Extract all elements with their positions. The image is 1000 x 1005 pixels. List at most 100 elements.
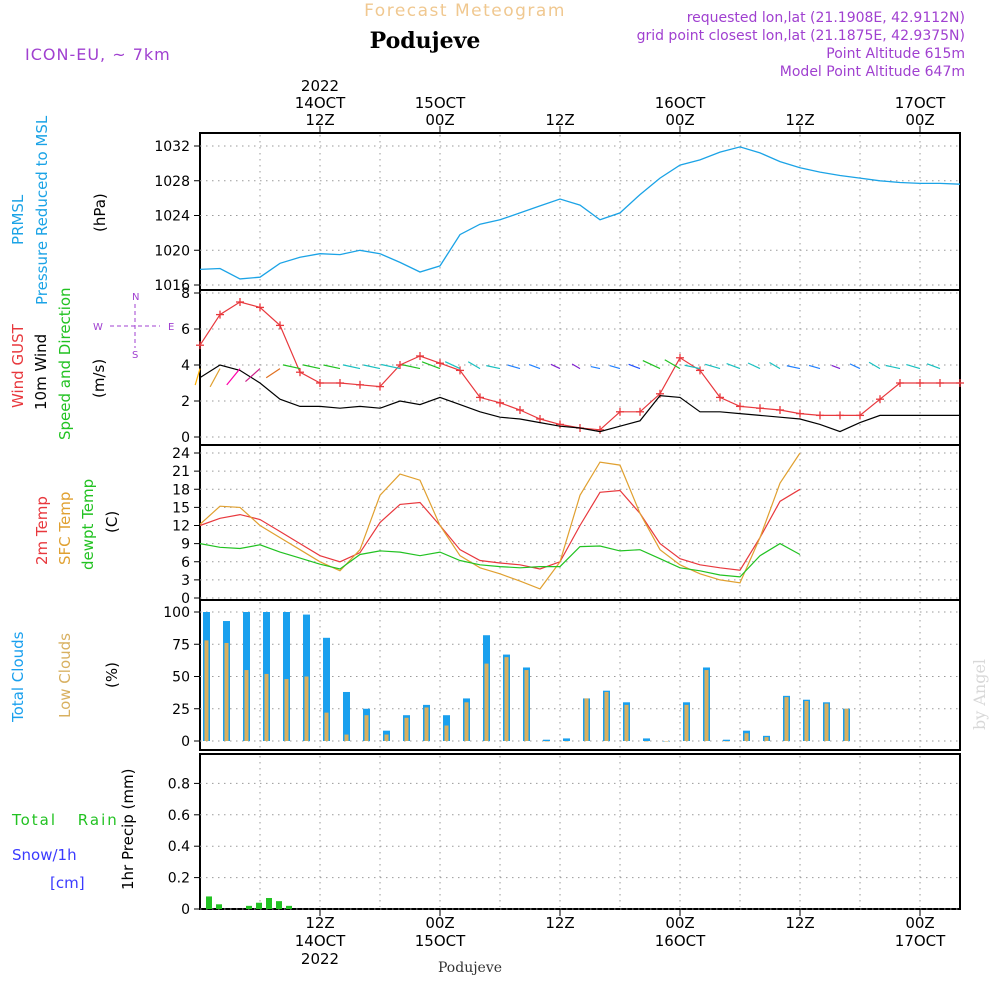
wind-direction-arrow	[421, 361, 441, 370]
gust-marker	[616, 407, 624, 416]
temp-unit: (C)	[103, 511, 121, 533]
gust-marker	[436, 359, 444, 368]
footer-location: Podujeve	[438, 960, 502, 976]
gust-marker	[276, 321, 284, 330]
cloud-labels: Total Clouds Low Clouds (%)	[9, 631, 121, 723]
gust-marker	[476, 393, 484, 402]
ytick-label-wind-0: 0	[181, 430, 190, 446]
requested-coords: requested lon,lat (21.1908E, 42.9112N)	[687, 10, 965, 26]
ytick-label-pressure-1: 1020	[154, 243, 190, 259]
temp-dew-line	[199, 542, 801, 578]
gust-marker	[296, 368, 304, 377]
wind-direction-arrow	[444, 361, 461, 370]
wind-direction-arrow	[747, 362, 761, 370]
wind-10m-label: 10m Wind	[32, 334, 50, 410]
low-cloud-bar	[604, 691, 609, 741]
gust-marker	[856, 411, 864, 420]
ytick-label-temperature-5: 15	[172, 500, 190, 516]
wind-direction-arrow	[209, 368, 221, 388]
low-cloud-bar	[804, 701, 809, 741]
low-cloud-bar	[444, 725, 449, 741]
bottom-xtick-label-0-1: 14OCT	[295, 932, 346, 950]
wind-direction-arrow	[467, 361, 481, 370]
gust-marker	[256, 303, 264, 312]
wind-direction-arrow	[642, 360, 661, 370]
compass-east: E	[168, 322, 174, 333]
cloud-unit: (%)	[103, 662, 121, 688]
bottom-xtick-label-3-1: 16OCT	[655, 932, 706, 950]
total-cloud-bar	[723, 739, 730, 741]
wind-speed-line	[199, 364, 960, 433]
compass-south: S	[132, 350, 138, 361]
ytick-label-pressure-2: 1024	[154, 209, 190, 225]
low-cloud-bar	[764, 737, 769, 741]
top-xtick-label-1-0: 15OCT	[415, 94, 466, 112]
ytick-label-temperature-2: 6	[181, 555, 190, 571]
gust-marker	[196, 341, 204, 350]
wind-direction-arrow	[885, 364, 901, 370]
wind-direction-arrow	[726, 363, 741, 370]
pressure-labels: PRMSL Pressure Reduced to MSL (hPa)	[9, 115, 109, 305]
top-xtick-label-1-1: 00Z	[425, 111, 454, 129]
low-cloud-bar	[404, 717, 409, 741]
temp-panel	[199, 444, 961, 601]
total-rain-label: Total Rain	[11, 811, 119, 829]
gust-marker	[896, 379, 904, 387]
gridlines	[200, 135, 960, 910]
panels	[199, 132, 961, 910]
ytick-label-clouds-2: 50	[172, 670, 190, 686]
low-cloud-bar	[624, 704, 629, 741]
wind-direction-arrow	[194, 368, 201, 386]
rain-bar	[216, 904, 222, 909]
wind-direction-arrow	[906, 364, 921, 370]
ytick-label-temperature-7: 21	[172, 464, 190, 480]
gust-marker	[236, 298, 244, 306]
wind-direction-arrow	[342, 364, 361, 370]
low-cloud-bar	[424, 707, 429, 741]
ytick-label-precip-3: 0.6	[168, 808, 190, 824]
wind-direction-arrow	[628, 363, 641, 370]
total-clouds-label: Total Clouds	[9, 631, 27, 723]
pressure-unit: (hPa)	[91, 193, 109, 232]
wind-direction-arrow	[507, 364, 521, 370]
top-xtick-label-0-2: 12Z	[305, 111, 334, 129]
gust-marker	[376, 382, 384, 391]
wind-direction-arrow	[868, 361, 881, 370]
low-cloud-bar	[484, 663, 489, 741]
wind-direction-arrow	[302, 364, 321, 370]
bottom-xtick-label-0-0: 12Z	[305, 914, 334, 932]
wind-direction-arrow	[831, 364, 841, 370]
gridpoint-coords: grid point closest lon,lat (21.1875E, 42…	[637, 28, 965, 44]
axes-layer: 1016102010241028103202468036912151821240…	[154, 77, 946, 968]
low-cloud-bar	[744, 733, 749, 741]
watermark: by Angel	[970, 659, 989, 730]
ytick-label-temperature-1: 3	[181, 573, 190, 589]
bottom-xtick-label-0-2: 2022	[301, 950, 339, 968]
snow-label: Snow/1h	[12, 846, 77, 864]
ytick-label-clouds-4: 100	[163, 605, 190, 621]
wind-direction-arrow	[926, 363, 941, 370]
top-xtick-label-0-1: 14OCT	[295, 94, 346, 112]
top-xtick-label-5-0: 17OCT	[895, 94, 946, 112]
gust-marker	[916, 379, 924, 387]
gust-marker	[716, 393, 724, 402]
total-cloud-bar	[543, 739, 550, 741]
low-cloud-bar	[304, 676, 309, 741]
low-cloud-bar	[684, 704, 689, 741]
gust-marker	[216, 310, 224, 319]
gust-marker	[756, 404, 764, 413]
bottom-xtick-label-5-1: 17OCT	[895, 932, 946, 950]
gust-marker	[696, 366, 704, 375]
low-cloud-bar	[644, 741, 649, 742]
precip-unit: 1hr Precip (mm)	[119, 769, 137, 890]
ytick-label-temperature-8: 24	[172, 446, 190, 462]
top-xtick-label-3-1: 00Z	[665, 111, 694, 129]
compass-north: N	[132, 292, 139, 303]
gust-marker	[536, 415, 544, 423]
compass-west: W	[93, 322, 103, 333]
top-xtick-label-4-0: 12Z	[785, 111, 814, 129]
wind-speed-dir-label: Speed and Direction	[56, 287, 74, 440]
meteogram-title: Forecast Meteogram	[364, 1, 566, 21]
wind-direction-arrow	[402, 364, 421, 370]
